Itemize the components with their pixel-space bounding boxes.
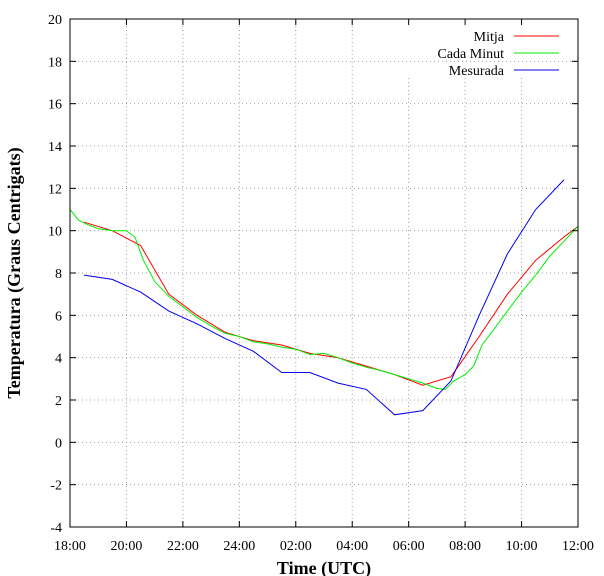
y-tick-label: 4: [55, 352, 62, 367]
y-tick-label: 8: [55, 267, 62, 282]
x-tick-label: 08:00: [449, 539, 481, 554]
grid-layer: [70, 19, 578, 527]
x-tick-label: 12:00: [562, 539, 594, 554]
x-tick-label: 20:00: [110, 539, 142, 554]
x-tick-label: 24:00: [223, 539, 255, 554]
x-tick-label: 06:00: [393, 539, 425, 554]
legend: Mitja Cada Minut Mesurada: [438, 30, 559, 79]
y-tick-label: -2: [50, 479, 62, 494]
x-tick-label: 02:00: [280, 539, 312, 554]
y-tick-label: 16: [48, 98, 62, 113]
series-line-mesurada: [84, 179, 565, 416]
series-layer: [69, 179, 579, 416]
x-tick-label: 10:00: [506, 539, 538, 554]
x-axis-title: Time (UTC): [277, 558, 371, 576]
y-tick-label: 14: [48, 140, 62, 155]
y-tick-label: 18: [48, 55, 62, 70]
y-tick-label: 0: [55, 436, 62, 451]
y-tick-label: -4: [50, 521, 62, 536]
legend-label: Mitja: [474, 30, 505, 45]
x-tick-label: 04:00: [336, 539, 368, 554]
y-tick-label: 20: [48, 13, 62, 28]
legend-label: Cada Minut: [438, 47, 505, 62]
y-axis-title: Temperatura (Graus Centrigats): [4, 147, 25, 398]
legend-label: Mesurada: [449, 64, 505, 79]
x-tick-label: 18:00: [54, 539, 86, 554]
y-tick-label: 2: [55, 394, 62, 409]
y-tick-label: 10: [48, 225, 62, 240]
series-line-cada-minut: [69, 209, 579, 390]
y-tick-label: 12: [48, 182, 62, 197]
y-tick-label: 6: [55, 309, 62, 324]
x-tick-label: 22:00: [167, 539, 199, 554]
tick-layer: -4 -2 0 2 4 6 8 10 12 14 16 18 20 18:00 20:00 22:00 24:0…: [48, 13, 594, 554]
